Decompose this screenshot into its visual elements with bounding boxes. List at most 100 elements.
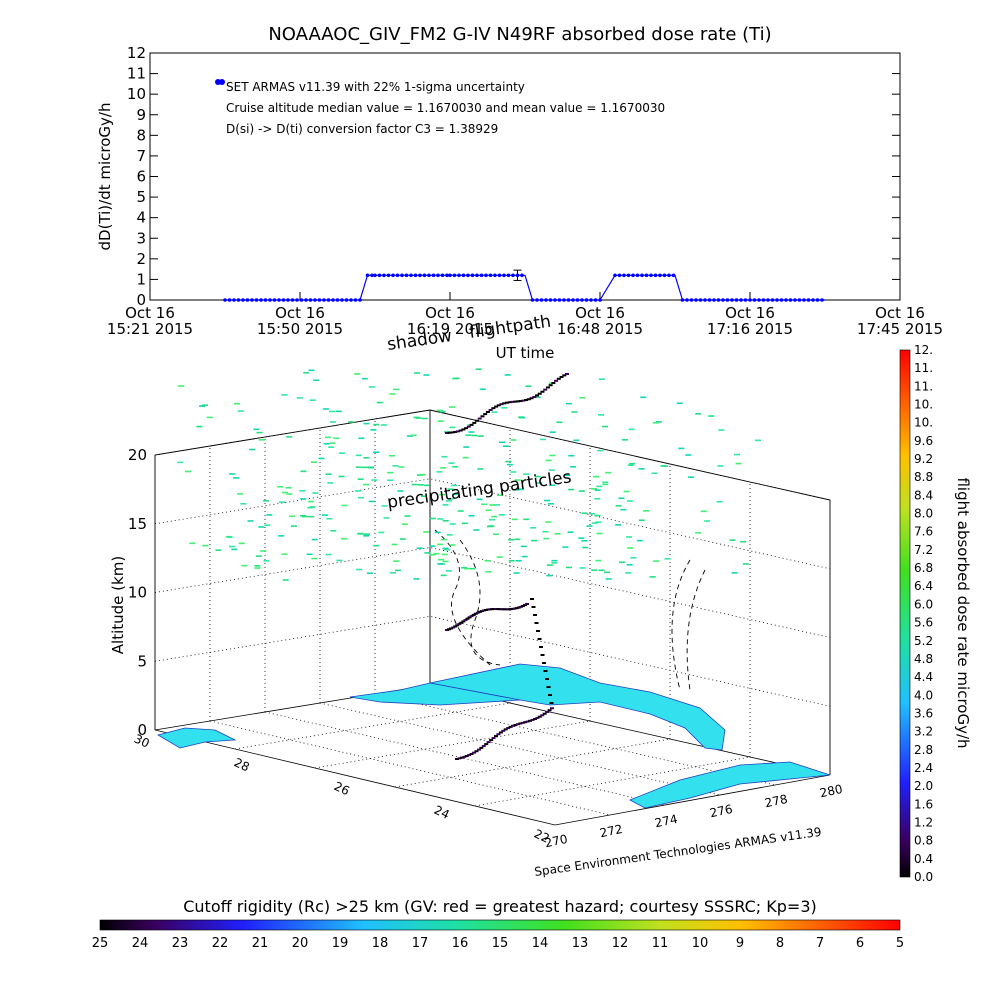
- series-point: [520, 273, 524, 278]
- particle-point: [433, 552, 440, 555]
- series-point: [667, 273, 671, 278]
- mid-flight-point: [469, 615, 474, 618]
- mid-flight-point: [486, 608, 491, 611]
- descent-point: [549, 702, 554, 704]
- particle-point: [417, 484, 424, 486]
- series-point: [779, 298, 784, 302]
- particle-point: [598, 378, 605, 380]
- y-tick-label: 12: [127, 44, 146, 62]
- particle-point: [498, 441, 505, 444]
- particle-point: [685, 454, 692, 456]
- particle-point: [643, 510, 650, 512]
- longitude-tick-label: 270: [544, 832, 569, 850]
- cruise-flight-point: [466, 425, 471, 428]
- series-point: [232, 298, 236, 302]
- particle-point: [413, 416, 420, 419]
- particle-point: [582, 546, 589, 549]
- particle-point: [341, 537, 348, 540]
- mid-flight-point: [461, 620, 466, 623]
- ground-gridline: [314, 720, 591, 769]
- particle-point: [424, 552, 431, 554]
- particle-point: [586, 525, 593, 527]
- particle-point: [463, 446, 470, 448]
- shadow-point: [545, 710, 550, 713]
- x-tick-label: 15:21 2015: [107, 320, 193, 338]
- mid-flight-point: [494, 608, 499, 611]
- colorbar-tick-label: 8.8: [914, 470, 933, 484]
- particle-point: [539, 438, 546, 441]
- mid-flight-point: [518, 605, 523, 608]
- series-point: [662, 273, 667, 278]
- x-axis-label: UT time: [496, 344, 555, 362]
- particle-point: [547, 502, 554, 505]
- series-point: [227, 298, 232, 302]
- series-point: [788, 298, 793, 302]
- particle-point: [442, 519, 449, 522]
- series-point: [635, 273, 640, 278]
- particle-point: [226, 536, 233, 538]
- x-tick-label: 17:45 2015: [857, 320, 943, 338]
- particle-point: [545, 459, 552, 462]
- y-tick-label: 0: [136, 291, 146, 309]
- mid-flight-point: [512, 607, 517, 610]
- series-point: [548, 298, 553, 302]
- particle-point: [254, 567, 261, 569]
- particle-point: [626, 564, 633, 566]
- series-point: [440, 273, 445, 278]
- rigidity-tick-label: 23: [172, 936, 189, 951]
- particle-point: [290, 525, 297, 527]
- series-point: [820, 298, 824, 302]
- shadow-point: [542, 712, 547, 715]
- series-point: [671, 273, 676, 278]
- particle-point: [565, 566, 572, 569]
- particle-point: [619, 561, 626, 564]
- particle-point: [615, 504, 622, 507]
- series-point: [448, 273, 452, 278]
- shadow-point: [511, 724, 516, 727]
- series-point: [427, 273, 431, 278]
- cruise-flight-point: [559, 375, 564, 378]
- rigidity-tick-label: 12: [612, 936, 629, 951]
- particle-point: [469, 567, 476, 570]
- particle-point: [215, 549, 222, 551]
- y-tick-label: 5: [136, 188, 146, 206]
- series-point: [743, 298, 748, 302]
- mid-flight-point: [516, 606, 521, 609]
- cruise-flight-point: [562, 374, 567, 377]
- particle-point: [627, 464, 634, 466]
- mid-flight-point: [508, 608, 513, 611]
- particle-point: [312, 492, 319, 494]
- cruise-flight-point: [464, 427, 469, 430]
- series-line: [225, 274, 825, 301]
- colorbar-tick-label: 8.4: [914, 488, 933, 502]
- series-point: [811, 298, 815, 302]
- series-point: [373, 273, 377, 278]
- cruise-flight-point: [521, 399, 526, 402]
- particle-point: [442, 504, 449, 506]
- particle-point: [652, 421, 659, 424]
- particle-point: [508, 560, 515, 562]
- particle-point: [264, 524, 271, 526]
- cruise-flight-point: [472, 421, 477, 424]
- particle-point: [309, 399, 316, 401]
- series-point: [544, 298, 548, 302]
- particle-point: [754, 439, 761, 442]
- descent-point: [543, 670, 548, 672]
- series-point: [685, 298, 689, 302]
- particle-point: [494, 504, 501, 506]
- colorbar-tick-label: 10.: [914, 416, 933, 430]
- particle-point: [355, 466, 362, 469]
- particle-point: [594, 514, 601, 517]
- particle-point: [501, 407, 508, 409]
- x-tick-label: Oct 16: [725, 304, 775, 322]
- series-point: [734, 298, 739, 302]
- particle-point: [368, 466, 375, 469]
- particle-point: [534, 475, 541, 478]
- particle-point: [313, 379, 320, 382]
- flightpath-label: flightpath: [468, 312, 552, 343]
- particle-point: [401, 523, 408, 526]
- particle-point: [623, 490, 630, 493]
- particle-point: [505, 460, 512, 463]
- particle-point: [514, 538, 521, 541]
